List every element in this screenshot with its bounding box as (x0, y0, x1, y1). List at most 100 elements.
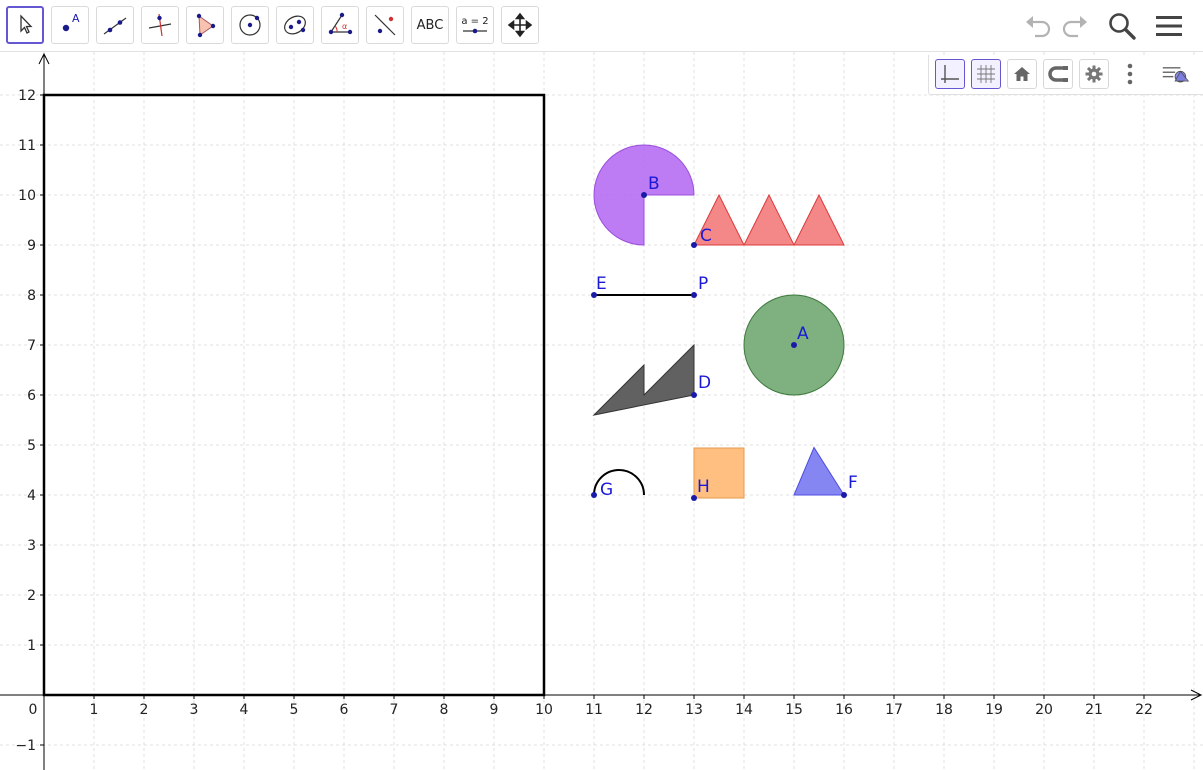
x-tick-label: 21 (1085, 702, 1103, 718)
style-bar (928, 55, 1203, 95)
point-tool-label: A (72, 12, 80, 25)
point-F (841, 492, 847, 498)
reflect-tool-button[interactable] (366, 6, 404, 44)
slider-track (462, 28, 487, 33)
move-graphics-icon (507, 12, 533, 38)
angle-icon: α (328, 12, 353, 35)
x-axis-arrow (1190, 689, 1203, 701)
line-through-points-icon (103, 17, 127, 35)
home-icon (1014, 67, 1030, 81)
text-tool-label: ABC (416, 17, 444, 33)
move-graphics-tool-button[interactable] (501, 6, 539, 44)
y-tick-label: 10 (18, 188, 36, 204)
triangle-C-3 (793, 193, 845, 246)
x-tick-label: 16 (835, 702, 853, 718)
toggle-style-bar-button[interactable] (1161, 59, 1191, 89)
circle-tool-button[interactable] (231, 6, 269, 44)
label-B: B (648, 174, 660, 194)
label-C: C (700, 226, 712, 246)
x-tick-label: 4 (240, 702, 249, 718)
show-grid-button[interactable] (971, 59, 1001, 89)
redo-button[interactable] (1057, 8, 1093, 44)
x-tick-label: 13 (685, 702, 703, 718)
x-tick-label: 19 (985, 702, 1003, 718)
standard-view-button[interactable] (1007, 59, 1037, 89)
y-tick-label: 3 (27, 538, 36, 554)
point-A (791, 342, 797, 348)
x-tick-label: 3 (190, 702, 199, 718)
graphics-view[interactable]: 0 1 2 3 4 5 6 7 8 9 10 11 12 13 14 15 16 17 18 19 20 21 22−112… (0, 52, 1203, 770)
perpendicular-line-tool-button[interactable] (141, 6, 179, 44)
x-tick-label: 14 (735, 702, 753, 718)
x-tick-label: 7 (390, 702, 399, 718)
y-tick-label: 11 (18, 138, 36, 154)
point-H (691, 495, 697, 501)
construction-objects: B C E P A D G H F (42, 93, 858, 697)
y-tick-label: 8 (27, 288, 36, 304)
label-G: G (600, 480, 613, 500)
redo-icon (1062, 16, 1087, 38)
slider-tool-button[interactable]: a = 2 (456, 6, 494, 44)
y-tick-label: 4 (27, 488, 36, 504)
big-rectangle (42, 93, 546, 697)
ellipse-tool-button[interactable] (276, 6, 314, 44)
more-options-button[interactable] (1115, 59, 1145, 89)
angle-tool-button[interactable]: α (321, 6, 359, 44)
arc-G (593, 469, 645, 496)
grid-icon (977, 65, 995, 83)
x-tick-label: 15 (785, 702, 803, 718)
point-icon: A (62, 12, 80, 32)
point-C (691, 242, 697, 248)
triangle-F (793, 446, 845, 496)
polygon-D (592, 343, 695, 416)
perpendicular-line-icon (148, 13, 172, 37)
x-tick-label: 22 (1135, 702, 1153, 718)
x-tick-label: 12 (635, 702, 653, 718)
main-menu-button[interactable] (1151, 8, 1187, 44)
x-tick-label: 9 (490, 702, 499, 718)
show-axes-button[interactable] (935, 59, 965, 89)
y-tick-label: 7 (27, 338, 36, 354)
y-tick-label: 6 (27, 388, 36, 404)
point-E (591, 292, 597, 298)
toolbar: A α ABC a = 2 (0, 0, 1203, 52)
axes-icon (941, 65, 959, 83)
magnet-icon (1048, 66, 1068, 82)
point-P (691, 292, 697, 298)
x-tick-label: 18 (935, 702, 953, 718)
menu-icon (1156, 16, 1182, 36)
undo-button[interactable] (1020, 8, 1056, 44)
x-tick-label: 2 (140, 702, 149, 718)
search-button[interactable] (1104, 8, 1140, 44)
angle-tool-label: α (342, 22, 347, 31)
polygon-tool-button[interactable] (186, 6, 224, 44)
slider-icon: a = 2 (461, 15, 489, 35)
label-P: P (698, 274, 708, 294)
graphics-settings-button[interactable] (1079, 59, 1109, 89)
cursor-arrow-icon (20, 14, 33, 34)
y-tick-label: 5 (27, 438, 36, 454)
point-B (641, 192, 647, 198)
slider-tool-label: a = 2 (461, 15, 489, 27)
x-tick-label: 8 (440, 702, 449, 718)
y-tick-label: 1 (27, 638, 36, 654)
x-tick-label: 17 (885, 702, 903, 718)
x-tick-label: 0 (29, 702, 38, 718)
circle-center-point-icon (239, 14, 261, 36)
polygon-icon (196, 13, 216, 38)
y-tick-label: 2 (27, 588, 36, 604)
point-tool-button[interactable]: A (51, 6, 89, 44)
style-bar-toggle-icon (1162, 67, 1190, 83)
label-D: D (698, 373, 711, 393)
label-A: A (797, 324, 809, 344)
x-tick-label: 20 (1035, 702, 1053, 718)
move-tool-button[interactable] (6, 6, 44, 44)
point-G (591, 492, 597, 498)
gear-icon (1085, 65, 1103, 83)
line-tool-button[interactable] (96, 6, 134, 44)
undo-icon (1026, 16, 1051, 38)
point-capturing-button[interactable] (1043, 59, 1073, 89)
text-tool-button[interactable]: ABC (411, 6, 449, 44)
label-F: F (848, 473, 858, 493)
triangle-C-1 (693, 193, 745, 246)
